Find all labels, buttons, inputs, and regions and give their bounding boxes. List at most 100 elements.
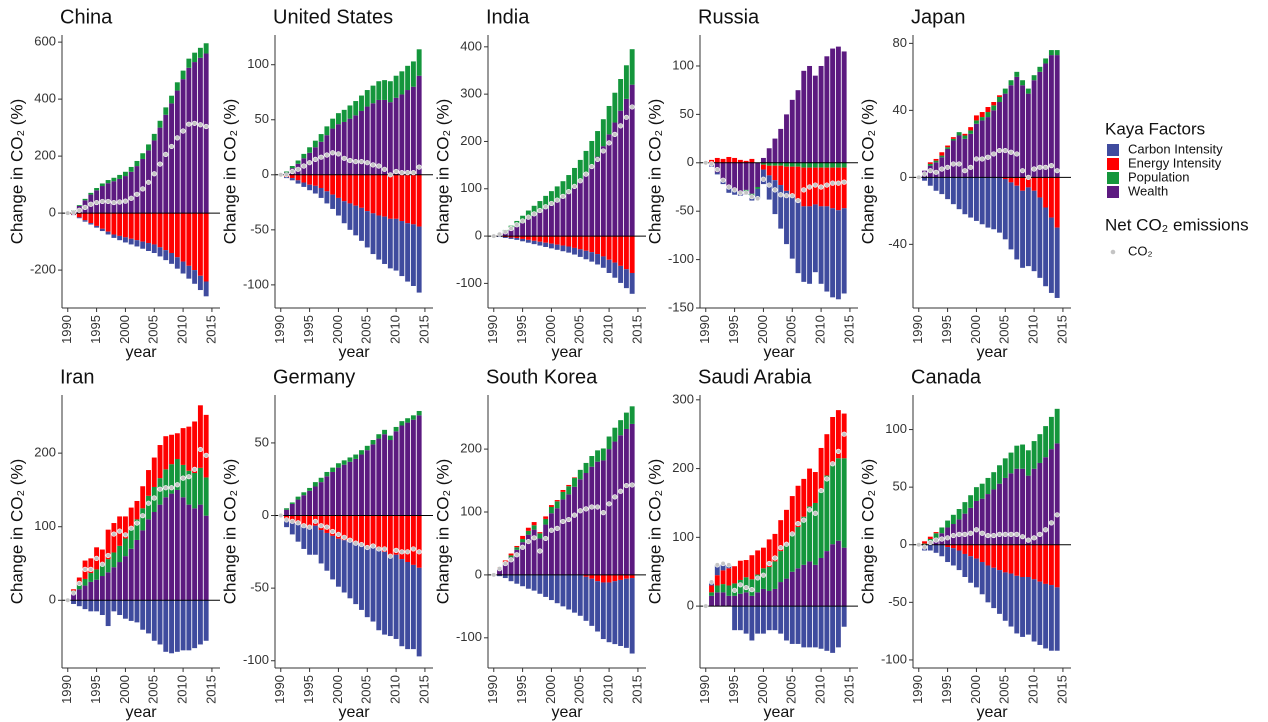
bar-segment [784, 166, 789, 191]
bar-segment [370, 440, 376, 445]
bar-segment [359, 174, 364, 208]
co2-point [134, 191, 140, 197]
bar-segment [359, 454, 364, 516]
bar-segment [387, 515, 393, 557]
bar-segment [122, 176, 128, 214]
bar-segment [1037, 71, 1043, 178]
bar-segment [1002, 177, 1008, 180]
co2-point [157, 161, 163, 167]
bar-segment [732, 190, 738, 195]
bar-segment [284, 171, 289, 173]
bar-segment [572, 167, 577, 188]
legend-swatch [1107, 172, 1119, 184]
legend-swatch [1107, 144, 1119, 156]
co2-point [405, 549, 411, 555]
bar-segment [192, 62, 198, 214]
bar-segment [1048, 55, 1054, 178]
co2-point [145, 500, 152, 506]
bar-segment [755, 162, 761, 187]
co2-point [618, 488, 624, 494]
bar-segment [203, 414, 209, 478]
bar-segment [991, 567, 997, 609]
bar-segment [737, 606, 743, 631]
bar-segment [1020, 444, 1026, 469]
bar-segment [997, 570, 1002, 614]
bar-segment [835, 540, 841, 607]
co2-point [405, 170, 411, 176]
bar-segment [572, 574, 577, 613]
bar-segment [589, 252, 595, 262]
bar-segment [531, 525, 537, 530]
bar-segment [554, 501, 560, 509]
co2-point [927, 539, 933, 546]
bar-segment [122, 516, 128, 539]
bar-segment [537, 212, 543, 237]
bar-segment [203, 281, 209, 297]
bar-segment [950, 140, 956, 178]
bar-segment [830, 162, 836, 168]
bar-segment [1025, 475, 1031, 545]
co2-point [772, 187, 778, 193]
co2-point [560, 193, 566, 199]
bar-segment [99, 213, 105, 229]
x-tick-label: 2005 [146, 315, 161, 344]
x-tick-label: 2000 [330, 675, 345, 704]
co2-point [289, 518, 295, 524]
x-tick-label: 1995 [301, 675, 316, 704]
x-tick-label: 2000 [543, 675, 558, 704]
x-tick-label: 1995 [88, 315, 103, 344]
co2-point [783, 193, 790, 199]
co2-point [806, 507, 813, 513]
bar-segment [399, 94, 405, 175]
bar-segment [387, 556, 393, 637]
bar-segment [979, 483, 985, 499]
bar-segment [824, 434, 830, 476]
bar-segment [714, 564, 720, 576]
bar-segment [537, 236, 543, 242]
co2-point [537, 548, 543, 554]
x-tick-label: 2010 [601, 675, 616, 704]
bar-segment [583, 150, 589, 174]
x-axis-label: year [338, 344, 370, 361]
co2-point [818, 184, 824, 190]
bar-segment [359, 450, 364, 455]
bar-segment [979, 177, 985, 225]
bar-segment [720, 162, 726, 181]
bar-segment [772, 588, 778, 607]
bar-segment [312, 185, 318, 194]
bar-segment [94, 188, 100, 191]
bar-segment [347, 461, 353, 516]
x-tick-label: 2015 [841, 315, 856, 344]
co2-point [789, 193, 795, 199]
co2-point [65, 210, 71, 216]
bar-segment [778, 551, 784, 583]
co2-point [341, 155, 347, 161]
bar-segment [583, 576, 589, 621]
bar-segment [612, 262, 618, 278]
bar-segment [566, 494, 572, 575]
bar-segment [289, 174, 295, 179]
y-tick-label: -100 [668, 251, 694, 266]
co2-point [996, 147, 1003, 154]
bar-segment [312, 486, 318, 516]
bar-segment [295, 174, 301, 181]
bar-segment [387, 102, 393, 175]
bar-segment [737, 593, 743, 607]
bar-segment [497, 568, 502, 575]
bar-segment [801, 606, 807, 648]
bar-segment [525, 530, 531, 535]
co2-point [410, 546, 416, 552]
bar-segment [766, 566, 772, 591]
y-tick-label: 400 [34, 91, 56, 106]
bar-segment [945, 520, 951, 528]
bar-segment [1037, 177, 1043, 198]
bar-segment [88, 581, 94, 601]
bar-segment [1054, 443, 1060, 545]
co2-point [180, 128, 186, 134]
bar-segment [629, 574, 635, 579]
co2-point [944, 164, 951, 170]
co2-point [589, 163, 595, 170]
bar-segment [307, 490, 313, 516]
bar-segment [772, 180, 778, 215]
y-tick-label: 0 [262, 166, 269, 181]
